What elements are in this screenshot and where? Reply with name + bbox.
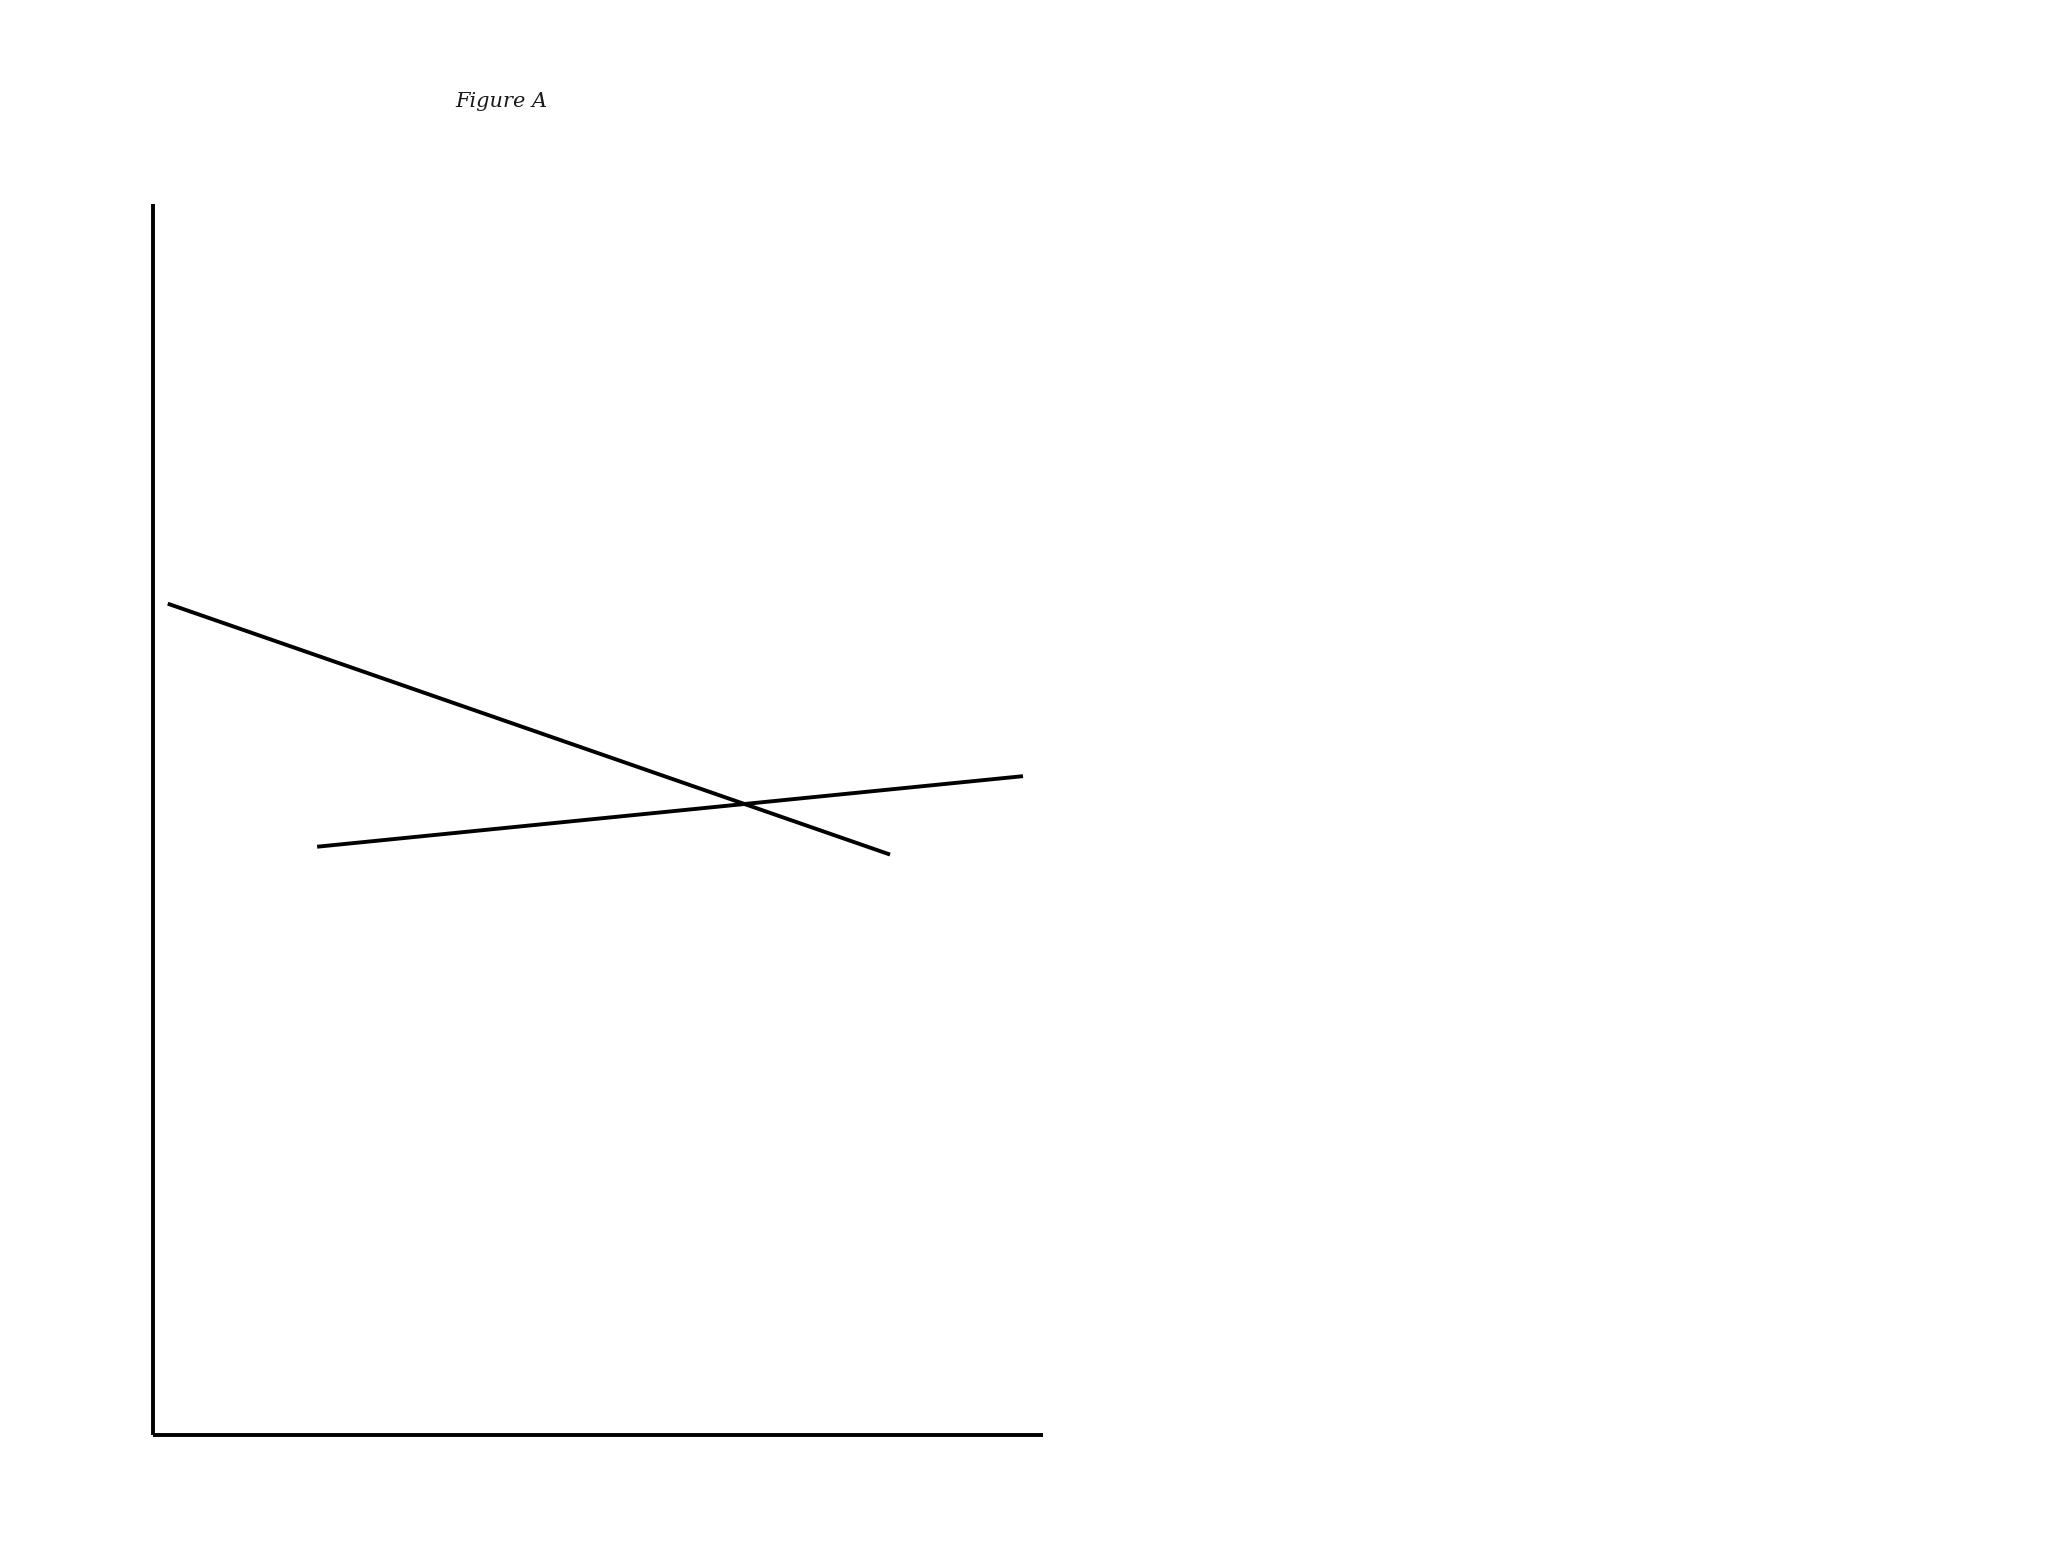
Text: Figure A: Figure A xyxy=(454,93,548,111)
